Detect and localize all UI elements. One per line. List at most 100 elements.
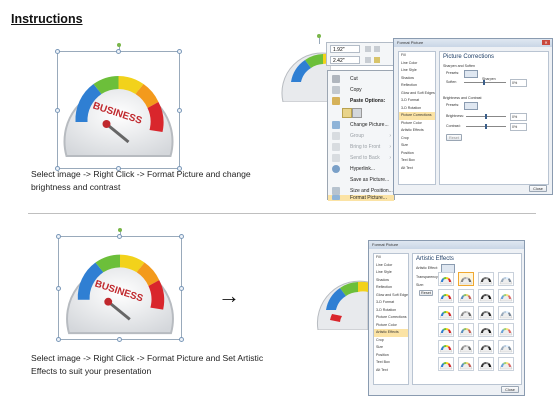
presets-dropdown-2[interactable] <box>464 102 478 110</box>
nav-picture-color[interactable]: Picture Color <box>401 120 422 125</box>
close-button[interactable]: Close <box>529 185 547 192</box>
menu-change-picture[interactable]: Change Picture... <box>328 119 394 131</box>
effect-thumbnail[interactable] <box>438 289 454 303</box>
nav-shadow[interactable]: Shadow <box>376 277 389 282</box>
effect-thumbnail[interactable] <box>498 323 514 337</box>
effect-thumbnail[interactable] <box>458 306 474 320</box>
step1-instructions: Select image -> Right Click -> Format Pi… <box>31 169 251 192</box>
contrast-value[interactable]: 0% <box>510 123 527 131</box>
nav-position[interactable]: Position <box>401 150 414 155</box>
nav-picture-color[interactable]: Picture Color <box>376 322 397 327</box>
effect-thumbnail[interactable] <box>438 357 454 371</box>
style-icon[interactable] <box>365 57 371 63</box>
brightness-slider-thumb[interactable] <box>485 114 487 119</box>
nav-crop[interactable]: Crop <box>401 135 409 140</box>
menu-size-position[interactable]: Size and Position... <box>328 185 394 197</box>
nav-text-box[interactable]: Text Box <box>376 360 390 364</box>
nav-reflection[interactable]: Reflection <box>376 285 392 289</box>
rotate-handle-2[interactable] <box>118 228 122 232</box>
nav-glow[interactable]: Glow and Soft Edges <box>401 90 435 95</box>
effect-thumbnail[interactable] <box>478 340 494 354</box>
effect-thumbnail[interactable] <box>498 306 514 320</box>
menu-hyperlink[interactable]: Hyperlink... <box>328 163 394 175</box>
effect-thumbnail[interactable] <box>438 340 454 354</box>
page-heading: Instructions <box>11 12 83 26</box>
effect-thumbnail[interactable] <box>438 323 454 337</box>
nav-3d-format[interactable]: 3-D Format <box>401 98 420 102</box>
nav-line-style[interactable]: Line Style <box>401 68 417 72</box>
height-field[interactable]: 1.92" <box>330 45 360 53</box>
nav-picture-corrections[interactable]: Picture Corrections <box>376 315 407 319</box>
effect-thumbnail[interactable] <box>498 272 514 286</box>
effect-thumbnail[interactable] <box>458 272 474 286</box>
menu-copy[interactable]: Copy <box>328 84 394 96</box>
nav-reflection[interactable]: Reflection <box>401 83 417 87</box>
effect-thumbnail[interactable] <box>478 289 494 303</box>
nav-line-color[interactable]: Line Color <box>401 60 418 65</box>
shape-outline-icon[interactable] <box>374 57 380 63</box>
nav-artistic-effects[interactable]: Artistic Effects <box>401 128 424 132</box>
close-icon[interactable]: ✕ <box>542 40 550 45</box>
nav-shadow[interactable]: Shadow <box>401 75 414 80</box>
nav-alt-text[interactable]: Alt Text <box>376 367 388 372</box>
effect-thumbnail[interactable] <box>458 289 474 303</box>
effect-thumbnail[interactable] <box>478 357 494 371</box>
nav-3d-format[interactable]: 3-D Format <box>376 300 395 304</box>
nav-size[interactable]: Size <box>401 143 408 147</box>
menu-cut[interactable]: Cut <box>328 73 394 85</box>
width-field[interactable]: 2.42" <box>330 56 360 64</box>
effect-thumbnail[interactable] <box>498 340 514 354</box>
reset-button[interactable]: Reset <box>446 134 462 141</box>
reset-button-2[interactable]: Reset <box>419 290 433 296</box>
arrange-icon[interactable] <box>374 46 380 52</box>
brightness-value[interactable]: 0% <box>510 113 527 121</box>
effect-thumbnail[interactable] <box>478 323 494 337</box>
menu-group: Group › <box>328 130 394 142</box>
sharpen-slider-thumb[interactable] <box>483 80 485 85</box>
nav-position[interactable]: Position <box>376 352 389 357</box>
close-button-2[interactable]: Close <box>501 386 519 393</box>
effect-thumbnail[interactable] <box>478 272 494 286</box>
nav-picture-corrections[interactable]: Picture Corrections <box>399 112 435 120</box>
section-brightness-contrast: Brightness and Contrast <box>443 96 482 100</box>
rotate-handle[interactable] <box>117 43 121 47</box>
nav-glow[interactable]: Glow and Soft Edges <box>376 292 408 297</box>
nav-size[interactable]: Size <box>376 345 383 349</box>
arrow-icon: → <box>218 283 240 308</box>
paste-keep-icon[interactable] <box>342 108 352 118</box>
sharpen-value[interactable]: 0% <box>510 79 527 87</box>
effect-thumbnail[interactable] <box>458 340 474 354</box>
nav-fill[interactable]: Fill <box>376 255 381 259</box>
effect-thumbnail[interactable] <box>498 357 514 371</box>
effect-thumbnail[interactable] <box>458 357 474 371</box>
presets-dropdown[interactable] <box>464 70 478 78</box>
effect-thumbnail[interactable] <box>458 323 474 337</box>
picture-icon <box>332 121 340 129</box>
gauge-image-selection-1[interactable]: BUSINESS <box>55 43 182 171</box>
effect-thumbnail[interactable] <box>438 272 454 286</box>
nav-line-color[interactable]: Line Color <box>376 262 393 267</box>
crop-icon[interactable] <box>365 46 371 52</box>
nav-artistic-effects[interactable]: Artistic Effects <box>374 329 408 337</box>
menu-format-picture[interactable]: Format Picture... <box>328 195 394 201</box>
presets-label-2: Presets: <box>446 103 460 107</box>
copy-icon <box>332 86 340 94</box>
nav-line-style[interactable]: Line Style <box>376 270 392 274</box>
nav-3d-rotation[interactable]: 3-D Rotation <box>401 105 422 110</box>
effect-thumbnail[interactable] <box>438 306 454 320</box>
effect-thumbnail[interactable] <box>498 289 514 303</box>
menu-send-to-back: Send to Back › <box>328 152 394 164</box>
nav-fill[interactable]: Fill <box>401 53 406 57</box>
nav-text-box[interactable]: Text Box <box>401 158 415 162</box>
nav-alt-text[interactable]: Alt Text <box>401 165 413 170</box>
menu-save-as-picture[interactable]: Save as Picture... <box>350 177 390 183</box>
nav-crop[interactable]: Crop <box>376 337 384 342</box>
nav-3d-rotation[interactable]: 3-D Rotation <box>376 307 397 312</box>
paste-picture-icon[interactable] <box>352 108 362 118</box>
menu-paste-buttons[interactable] <box>328 106 394 118</box>
sharpen-slider[interactable] <box>464 82 506 83</box>
contrast-slider-thumb[interactable] <box>485 124 487 129</box>
gauge-image-selection-2[interactable]: BUSINESS <box>56 228 184 342</box>
effect-thumbnail[interactable] <box>478 306 494 320</box>
dialog-nav-2: Fill Line Color Line Style Shadow Reflec… <box>373 253 409 385</box>
